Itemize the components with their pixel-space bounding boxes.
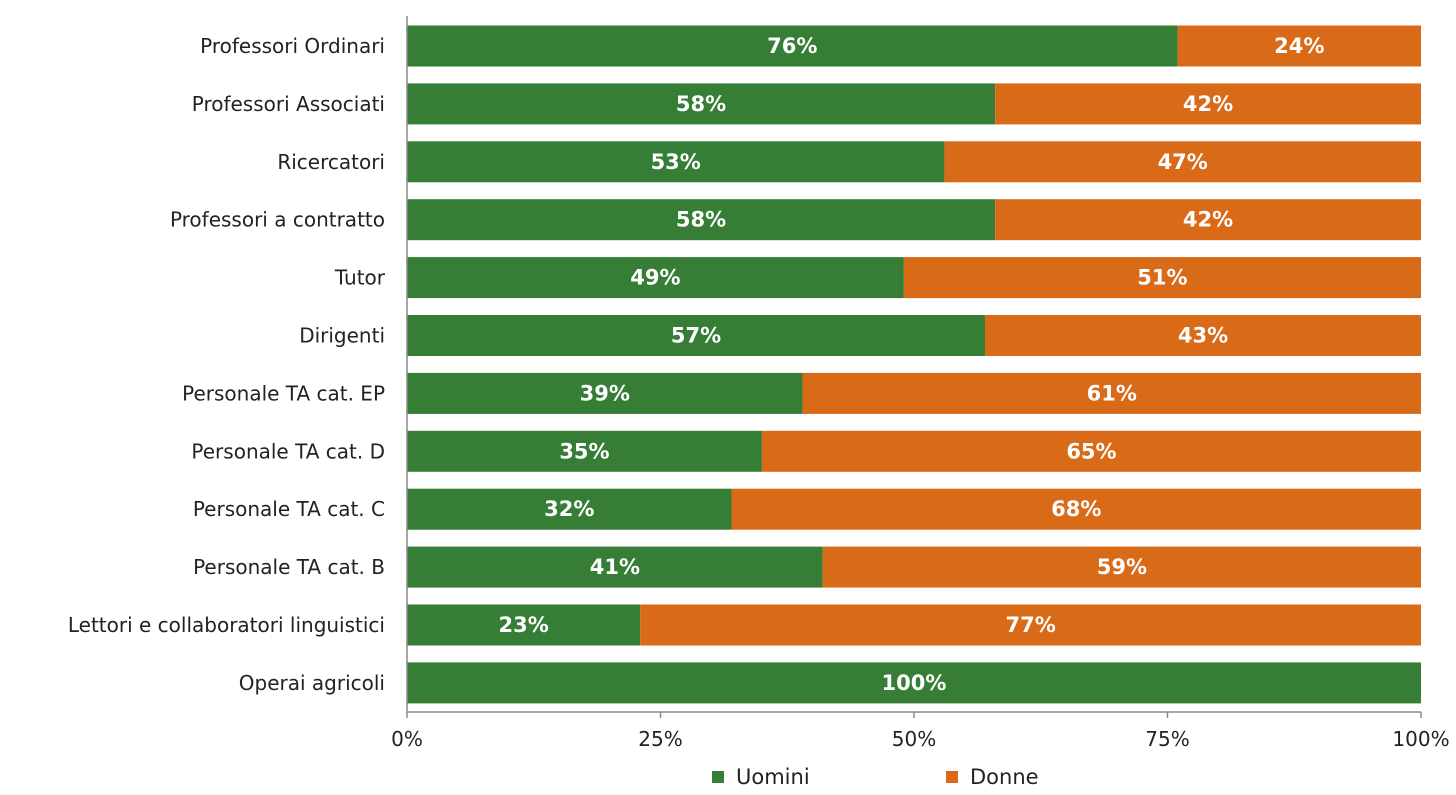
- bar-segment-uomini: [407, 315, 985, 356]
- data-label: 65%: [1066, 439, 1116, 463]
- data-label: 58%: [676, 92, 726, 116]
- data-label: 68%: [1051, 497, 1101, 521]
- data-label: 43%: [1178, 324, 1228, 348]
- bar-segment-donne: [761, 430, 1421, 472]
- bar-segment-uomini: [407, 199, 996, 241]
- bar-segment-donne: [1177, 25, 1421, 67]
- bar-segment-donne: [802, 372, 1421, 414]
- data-label: 39%: [580, 381, 630, 405]
- category-label: Professori Associati: [192, 92, 385, 116]
- legend-swatch-donne: [946, 771, 958, 783]
- bar-segment-uomini: [407, 257, 904, 299]
- category-label: Lettori e collaboratori linguistici: [68, 613, 385, 637]
- legend-swatch-uomini: [712, 771, 724, 783]
- data-label: 42%: [1183, 92, 1233, 116]
- data-label: 58%: [676, 208, 726, 232]
- bar-segment-donne: [640, 604, 1421, 646]
- data-label: 76%: [767, 34, 817, 58]
- data-label: 53%: [651, 150, 701, 174]
- bar-segment-uomini: [407, 488, 732, 530]
- data-label: 35%: [559, 439, 609, 463]
- bar-segment-donne: [731, 488, 1421, 530]
- data-label: 61%: [1087, 381, 1137, 405]
- bar-segment-uomini: [407, 25, 1178, 67]
- data-label: 42%: [1183, 208, 1233, 232]
- data-label: 41%: [590, 555, 640, 579]
- data-label: 23%: [498, 613, 548, 637]
- category-label: Personale TA cat. B: [193, 555, 385, 579]
- axes-group: 0% 25% 50% 75% 100%: [391, 16, 1450, 751]
- legend-label-donne: Donne: [970, 765, 1039, 789]
- data-label: 51%: [1137, 266, 1187, 290]
- x-tick-label: 25%: [638, 727, 682, 751]
- bar-segment-donne: [984, 315, 1421, 356]
- legend-label-uomini: Uomini: [736, 765, 810, 789]
- bar-segment-uomini: [407, 546, 823, 588]
- x-tick-label: 100%: [1392, 727, 1449, 751]
- category-label: Professori a contratto: [170, 208, 385, 232]
- category-label: Personale TA cat. D: [191, 439, 385, 463]
- category-label: Dirigenti: [299, 324, 385, 348]
- category-label: Personale TA cat. EP: [182, 381, 385, 405]
- bar-segment-uomini: [407, 604, 641, 646]
- x-tick-label: 75%: [1145, 727, 1189, 751]
- x-tick-label: 0%: [391, 727, 423, 751]
- bar-segment-uomini: [407, 430, 762, 472]
- legend: Uomini Donne: [712, 765, 1039, 789]
- bar-segment-donne: [903, 257, 1421, 299]
- bar-segment-uomini: [407, 372, 803, 414]
- bar-segment-donne: [995, 199, 1421, 241]
- x-tick-label: 50%: [892, 727, 936, 751]
- bar-segment-uomini: [407, 83, 996, 125]
- category-label: Ricercatori: [277, 150, 385, 174]
- data-label: 100%: [882, 671, 947, 695]
- category-label: Professori Ordinari: [200, 34, 385, 58]
- data-label: 57%: [671, 324, 721, 348]
- data-label: 24%: [1274, 34, 1324, 58]
- bar-segment-donne: [822, 546, 1421, 588]
- bar-segment-uomini: [407, 662, 1421, 704]
- category-label: Personale TA cat. C: [193, 497, 385, 521]
- bar-segment-donne: [995, 83, 1421, 125]
- data-label: 32%: [544, 497, 594, 521]
- data-label: 77%: [1005, 613, 1055, 637]
- data-label: 47%: [1158, 150, 1208, 174]
- data-label: 49%: [630, 266, 680, 290]
- bars-group: 76% 24% 58% 42% 53% 47% 58% 42% 49% 51% 57% 43% 39% 6…: [407, 25, 1421, 704]
- bar-segment-donne: [944, 141, 1421, 183]
- bar-segment-uomini: [407, 141, 945, 183]
- category-label: Tutor: [334, 266, 386, 290]
- category-label: Operai agricoli: [239, 671, 385, 695]
- category-labels: Professori Ordinari Professori Associati R…: [68, 34, 386, 695]
- data-label: 59%: [1097, 555, 1147, 579]
